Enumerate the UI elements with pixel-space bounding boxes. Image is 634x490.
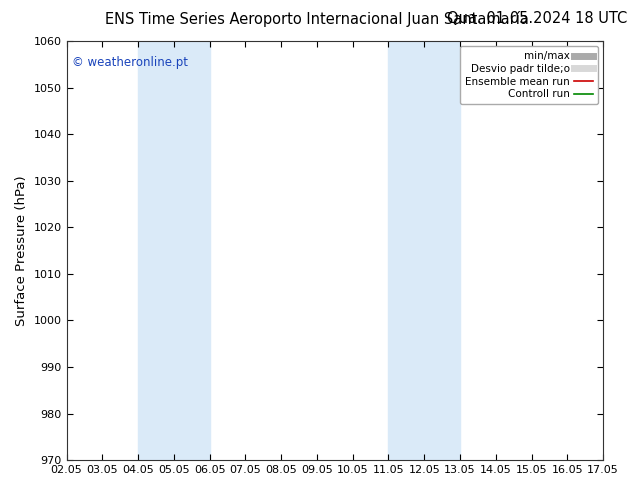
Y-axis label: Surface Pressure (hPa): Surface Pressure (hPa) — [15, 175, 28, 326]
Text: ENS Time Series Aeroporto Internacional Juan Santamaría: ENS Time Series Aeroporto Internacional … — [105, 11, 529, 27]
Legend: min/max, Desvio padr tilde;o, Ensemble mean run, Controll run: min/max, Desvio padr tilde;o, Ensemble m… — [460, 46, 598, 104]
Text: Qua. 01.05.2024 18 UTC: Qua. 01.05.2024 18 UTC — [448, 11, 628, 26]
Bar — [389, 41, 460, 460]
Text: © weatheronline.pt: © weatheronline.pt — [72, 56, 188, 69]
Bar — [138, 41, 210, 460]
